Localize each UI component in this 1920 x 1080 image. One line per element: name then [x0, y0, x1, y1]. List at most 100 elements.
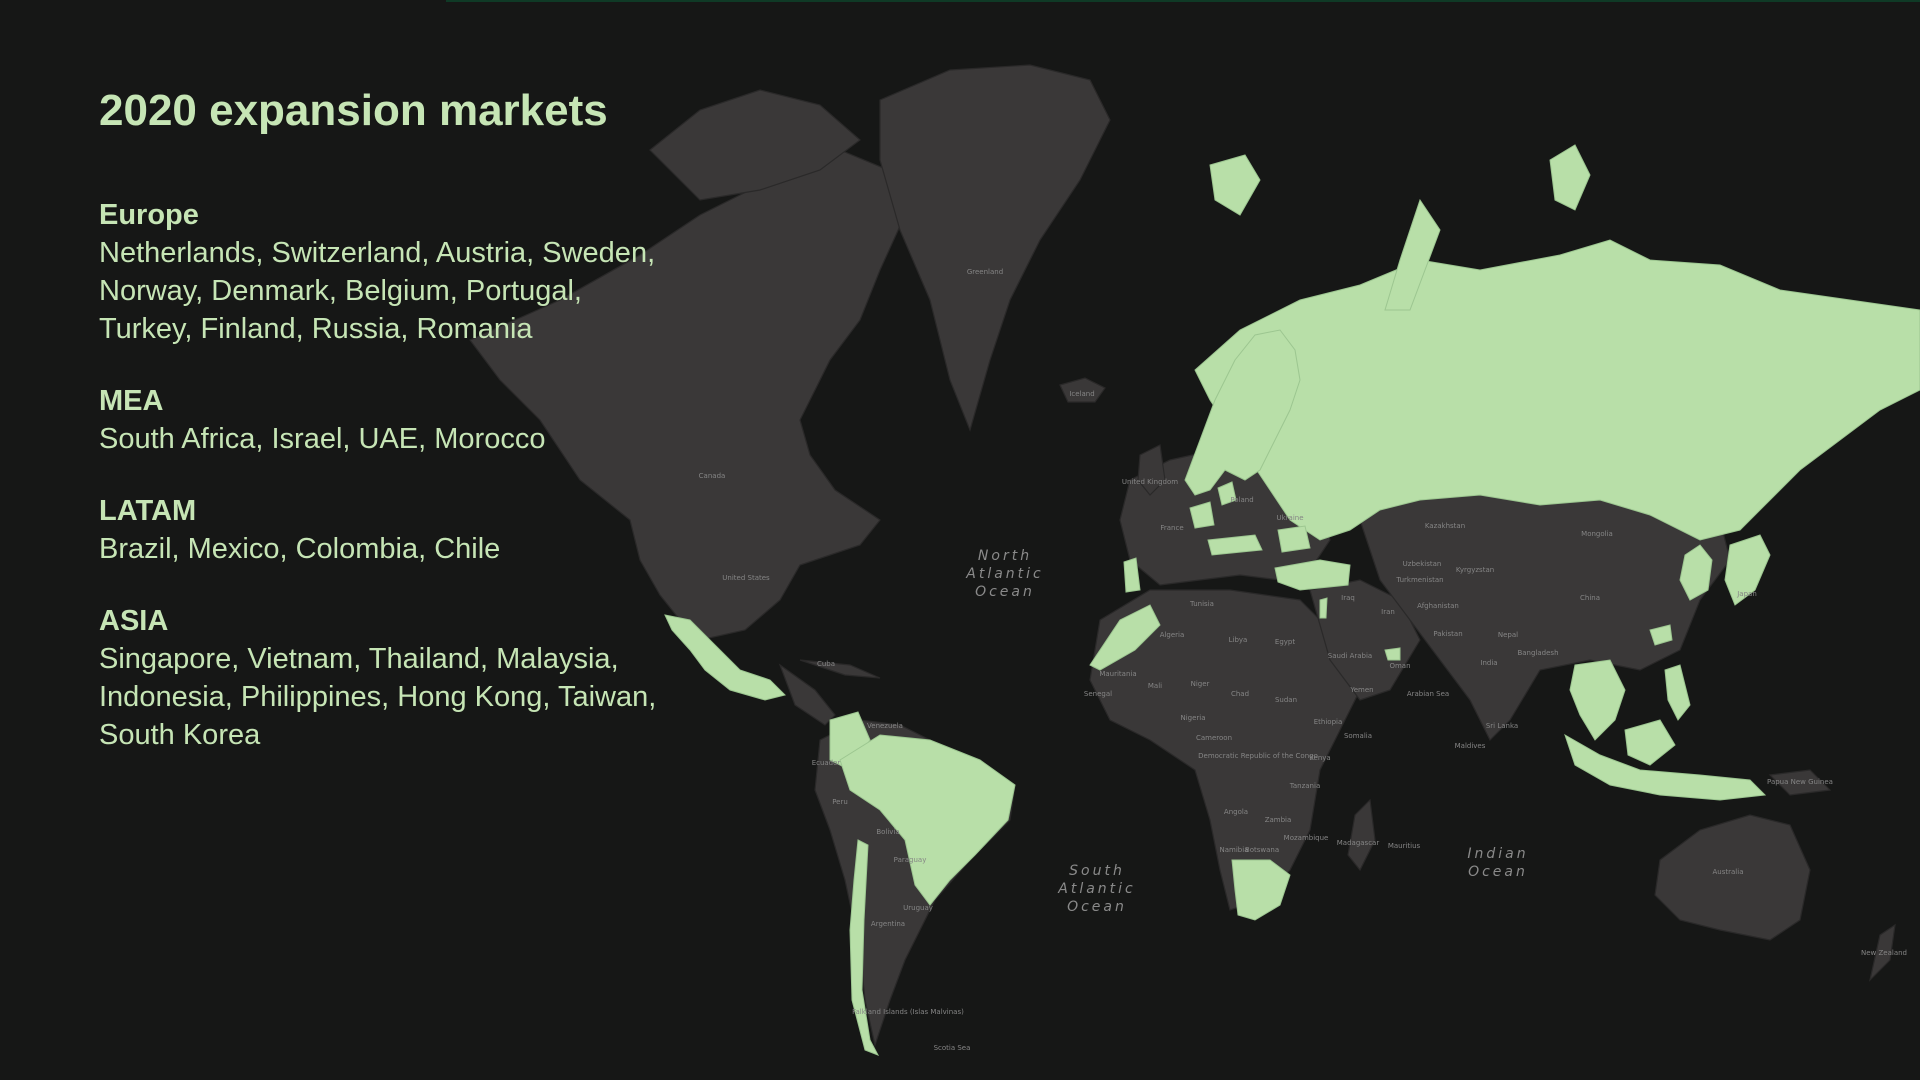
land-central-america — [778, 663, 836, 726]
label-ukraine: Ukraine — [1276, 514, 1303, 522]
label-drc: Democratic Republic of the Congo — [1198, 752, 1318, 760]
label-united-states: United States — [722, 574, 770, 582]
label-ethiopia: Ethiopia — [1314, 718, 1343, 726]
label-paraguay: Paraguay — [894, 856, 927, 864]
ocean-label-indian-1: Indian — [1467, 846, 1528, 862]
label-nepal: Nepal — [1498, 631, 1518, 639]
region-japan — [1724, 534, 1771, 606]
region-heading-europe: Europe — [99, 199, 199, 231]
label-ecuador: Ecuador — [812, 759, 841, 767]
region-block-asia: ASIA Singapore, Vietnam, Thailand, Malay… — [99, 602, 659, 754]
region-uae — [1384, 647, 1401, 661]
label-turkmenistan: Turkmenistan — [1395, 576, 1443, 584]
land-greenland — [879, 64, 1111, 432]
ocean-label-south-atlantic-2: Atlantic — [1057, 881, 1135, 897]
ocean-label-indian-2: Ocean — [1468, 864, 1528, 880]
label-niger: Niger — [1191, 680, 1210, 688]
land-new-zealand — [1868, 923, 1896, 982]
region-countries-asia: Singapore, Vietnam, Thailand, Malaysia, … — [99, 643, 657, 751]
label-libya: Libya — [1229, 636, 1248, 644]
label-mauritius: Mauritius — [1388, 842, 1421, 850]
label-argentina: Argentina — [871, 920, 905, 928]
region-countries-latam: Brazil, Mexico, Colombia, Chile — [99, 533, 501, 565]
region-mexico — [664, 614, 786, 701]
label-uzbekistan: Uzbekistan — [1403, 560, 1442, 568]
top-accent-line — [446, 0, 1920, 2]
region-romania — [1277, 525, 1311, 553]
label-mali: Mali — [1148, 682, 1162, 690]
region-vietnam-thailand — [1569, 659, 1626, 741]
region-philippines — [1664, 664, 1691, 721]
land-iceland — [1059, 377, 1106, 403]
region-malaysia-indonesia — [1564, 733, 1767, 801]
label-afghanistan: Afghanistan — [1417, 602, 1459, 610]
label-mauritania: Mauritania — [1099, 670, 1136, 678]
land-middle-east — [1309, 579, 1421, 701]
page-title: 2020 expansion markets — [99, 86, 608, 135]
land-uk — [1137, 444, 1166, 496]
label-kazakhstan: Kazakhstan — [1425, 522, 1465, 530]
label-poland: Poland — [1230, 496, 1253, 504]
label-peru: Peru — [832, 798, 848, 806]
label-yemen: Yemen — [1349, 686, 1373, 694]
label-bolivia: Bolivia — [876, 828, 899, 836]
label-iraq: Iraq — [1341, 594, 1355, 602]
label-china: China — [1580, 594, 1600, 602]
label-bangladesh: Bangladesh — [1517, 649, 1558, 657]
ocean-label-north-atlantic-3: Ocean — [975, 584, 1035, 600]
label-zambia: Zambia — [1265, 816, 1292, 824]
label-uruguay: Uruguay — [903, 904, 933, 912]
region-arctic-islands-east — [1549, 144, 1591, 211]
label-mongolia: Mongolia — [1581, 530, 1613, 538]
ocean-label-north-atlantic-1: North — [978, 548, 1032, 564]
land-arctic-islands — [649, 89, 861, 201]
ocean-label-south-atlantic-3: Ocean — [1067, 899, 1127, 915]
label-kyrgyzstan: Kyrgyzstan — [1456, 566, 1494, 574]
label-sri-lanka: Sri Lanka — [1486, 722, 1518, 730]
label-australia: Australia — [1713, 868, 1744, 876]
region-portugal — [1123, 557, 1141, 593]
region-scandinavia — [1184, 329, 1301, 496]
ocean-label-south-atlantic-1: South — [1069, 863, 1125, 879]
label-mozambique: Mozambique — [1284, 834, 1329, 842]
land-madagascar — [1347, 798, 1376, 872]
label-kenya: Kenya — [1309, 754, 1330, 762]
region-borneo — [1624, 719, 1676, 766]
label-tanzania: Tanzania — [1289, 782, 1320, 790]
label-botswana: Botswana — [1245, 846, 1279, 854]
label-pakistan: Pakistan — [1433, 630, 1462, 638]
land-cuba — [799, 659, 881, 679]
region-chile — [849, 839, 880, 1056]
label-oman: Oman — [1389, 662, 1410, 670]
region-morocco — [1089, 604, 1161, 671]
land-africa — [1089, 589, 1366, 911]
region-block-latam: LATAM Brazil, Mexico, Colombia, Chile — [99, 492, 659, 568]
label-venezuela: Venezuela — [867, 722, 903, 730]
region-netherlands-belgium — [1189, 501, 1215, 529]
label-greenland: Greenland — [967, 268, 1003, 276]
region-south-africa — [1231, 859, 1291, 921]
land-layer — [469, 64, 1896, 1048]
label-sudan: Sudan — [1275, 696, 1297, 704]
region-block-mea: MEA South Africa, Israel, UAE, Morocco — [99, 382, 659, 458]
region-svalbard — [1209, 154, 1261, 216]
region-israel — [1319, 597, 1328, 619]
region-russia — [1194, 239, 1920, 541]
label-nigeria: Nigeria — [1180, 714, 1205, 722]
label-senegal: Senegal — [1084, 690, 1112, 698]
region-heading-latam: LATAM — [99, 495, 197, 527]
label-tunisia: Tunisia — [1189, 600, 1214, 608]
label-cameroon: Cameroon — [1196, 734, 1232, 742]
region-korea-japan — [1679, 544, 1713, 601]
country-labels: Greenland Canada United States Iceland U… — [699, 268, 1907, 1052]
label-scotia-sea: Scotia Sea — [934, 1044, 971, 1052]
ocean-labels: North Atlantic Ocean South Atlantic Ocean In… — [965, 548, 1528, 915]
label-cuba: Cuba — [817, 660, 835, 668]
label-madagascar: Madagascar — [1337, 839, 1380, 847]
label-somalia: Somalia — [1344, 732, 1372, 740]
region-heading-mea: MEA — [99, 385, 164, 417]
region-novaya-zemlya — [1384, 198, 1441, 311]
land-australia — [1654, 814, 1811, 941]
